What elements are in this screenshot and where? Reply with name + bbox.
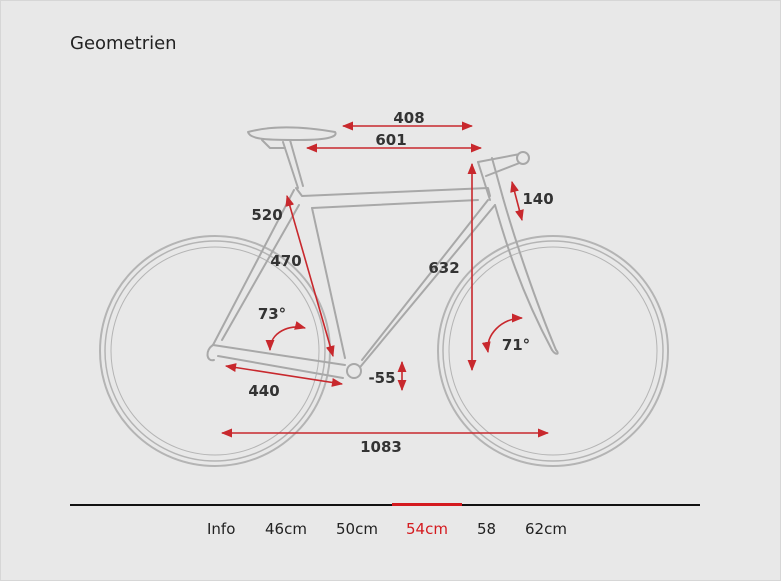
label-seat-angle: 73° <box>258 305 286 323</box>
tab-info[interactable]: Info <box>207 520 236 538</box>
label-chainstay: 440 <box>248 382 279 400</box>
label-head-angle: 71° <box>502 336 530 354</box>
front-wheel <box>437 235 669 467</box>
label-seat-tube-ct: 520 <box>251 206 282 224</box>
label-head-tube: 140 <box>522 190 553 208</box>
label-reach: 408 <box>393 109 424 127</box>
dim-440-line <box>224 363 344 387</box>
dimension-lines <box>220 121 550 438</box>
tab-54cm[interactable]: 54cm <box>406 520 448 538</box>
label-wheelbase: 1083 <box>360 438 402 456</box>
dim-520-line <box>285 194 335 358</box>
label-bb-drop: -55 <box>368 369 395 387</box>
head-angle-arc <box>481 313 524 354</box>
seat-angle-arc <box>265 321 307 352</box>
handlebar-icon <box>516 151 530 165</box>
label-stack: 632 <box>428 259 459 277</box>
tab-46cm[interactable]: 46cm <box>265 520 307 538</box>
page-title: Geometrien <box>70 33 177 54</box>
tab-62cm[interactable]: 62cm <box>525 520 567 538</box>
tab-50cm[interactable]: 50cm <box>336 520 378 538</box>
rear-wheel <box>99 235 331 467</box>
label-top-tube: 601 <box>375 131 406 149</box>
active-tab-indicator <box>392 503 462 506</box>
label-seat-tube-cc: 470 <box>270 252 301 270</box>
dim-140-line <box>510 180 524 222</box>
tab-58[interactable]: 58 <box>477 520 497 538</box>
tabs-divider <box>70 504 700 506</box>
